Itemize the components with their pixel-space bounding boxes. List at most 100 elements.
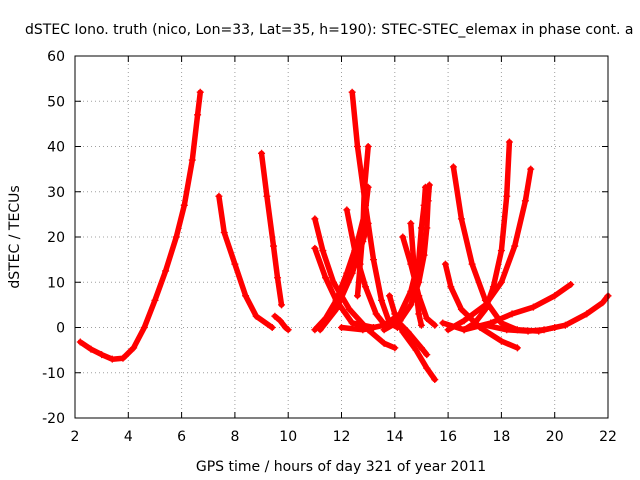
data-point [188,156,196,164]
data-point [252,312,260,320]
data-point [407,301,415,309]
x-tick-label: 2 [71,429,80,445]
data-point [524,327,532,335]
x-tick-label: 16 [439,429,457,445]
data-point [361,283,369,291]
data-point [180,201,188,209]
data-point [583,310,591,318]
data-point [351,247,359,255]
series-line [482,293,611,334]
data-point [511,242,519,250]
data-point [263,192,271,200]
x-axis-title: GPS time / hours of day 321 of year 2011 [196,459,486,475]
data-point [431,376,439,384]
data-point [431,321,439,329]
data-point [356,260,364,268]
x-tick-label: 18 [492,429,510,445]
data-point [424,197,432,205]
data-point [423,351,431,359]
data-point [391,344,399,352]
data-point [271,312,279,320]
data-point [194,111,202,119]
series-line [216,193,275,331]
data-series-layer [76,88,612,384]
data-point [540,326,548,334]
data-point [108,355,116,363]
data-point [348,269,356,277]
data-point [497,247,505,255]
data-point [468,260,476,268]
data-point [231,260,239,268]
data-point [521,197,529,205]
data-point [380,339,388,347]
data-point [441,260,449,268]
data-point [338,324,345,331]
data-point [599,299,607,307]
x-tick-label: 4 [124,429,133,445]
y-tick-label: -20 [42,411,65,427]
y-tick-label: 30 [47,185,65,201]
data-point [447,283,455,291]
data-point [319,247,327,255]
data-series [271,312,292,334]
data-point [274,274,282,282]
data-point [503,326,511,334]
data-point [369,256,377,264]
data-point [196,88,204,96]
data-point [439,319,447,327]
data-point [503,192,511,200]
x-tick-label: 12 [333,429,351,445]
y-tick-label: -10 [42,366,65,382]
data-point [527,165,535,173]
data-point [330,278,338,286]
data-point [270,242,278,250]
data-series [215,192,276,331]
data-point [457,305,465,313]
data-series [391,314,431,359]
data-point [415,278,423,286]
y-tick-label: 60 [47,49,65,65]
data-point [399,233,407,241]
data-series [481,292,612,335]
data-point [561,321,569,329]
data-point [345,305,353,313]
data-point [417,321,425,329]
data-point [322,274,330,282]
x-tick-label: 10 [279,429,297,445]
data-point [513,344,521,352]
x-tick-label: 8 [230,429,239,445]
data-series [76,88,204,363]
data-point [423,224,431,232]
series-line [386,293,438,383]
data-point [87,345,95,353]
data-point [242,292,250,300]
y-tick-label: 50 [47,94,65,110]
y-tick-label: 10 [47,275,65,291]
data-point [311,244,319,252]
data-point [412,346,420,354]
data-point [343,206,351,214]
data-point [348,319,356,327]
data-point [425,181,433,189]
data-point [162,267,170,275]
data-point [276,317,284,325]
x-tick-label: 20 [546,429,564,445]
series-line [77,89,204,362]
data-point [284,326,292,334]
data-point [415,310,423,318]
data-point [417,344,425,352]
data-point [423,314,431,322]
series-line [381,182,433,333]
data-point [385,292,393,300]
data-series [311,215,399,352]
data-point [364,143,372,150]
data-point [359,228,367,236]
data-point [508,310,516,318]
x-axis: 2 4 6 8 10 12 14 16 18 20 22 [71,56,617,445]
data-point [172,233,180,241]
data-point [130,344,138,352]
x-tick-label: 6 [177,429,186,445]
data-point [348,88,356,96]
data-point [220,228,228,236]
data-series [380,181,433,334]
